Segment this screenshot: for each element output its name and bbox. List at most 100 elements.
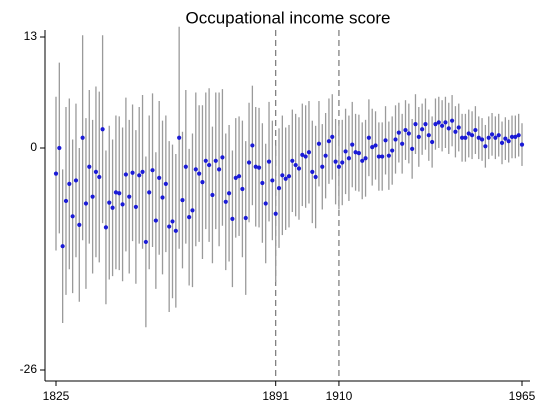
point (210, 192, 215, 198)
point (376, 154, 381, 159)
point (346, 156, 352, 161)
point (446, 126, 451, 131)
point (459, 135, 465, 140)
point (163, 181, 168, 186)
point (270, 178, 275, 183)
point (123, 172, 128, 177)
point (380, 154, 385, 159)
point (469, 133, 475, 138)
y-tick-label: 0 (30, 140, 37, 154)
point (479, 137, 485, 142)
point (293, 162, 298, 168)
point (290, 158, 295, 163)
point (256, 165, 262, 170)
point (440, 123, 445, 128)
point (127, 194, 132, 199)
point (266, 159, 272, 164)
point (496, 133, 501, 138)
point (426, 133, 431, 138)
point (343, 149, 348, 154)
x-tick-label: 1825 (43, 389, 70, 403)
point (296, 166, 302, 171)
point (303, 154, 308, 159)
point (117, 191, 122, 196)
point (260, 180, 265, 186)
point (443, 120, 448, 125)
point (276, 186, 282, 191)
point (493, 135, 498, 140)
point (370, 145, 375, 150)
point (410, 146, 415, 151)
point (283, 176, 288, 181)
point (70, 214, 75, 219)
point (326, 139, 332, 144)
point (83, 201, 89, 206)
point (476, 135, 481, 140)
point (137, 173, 142, 178)
point (330, 134, 335, 139)
point (453, 129, 458, 134)
point (403, 127, 408, 133)
point (466, 131, 471, 136)
point (400, 141, 405, 146)
point (226, 191, 232, 196)
point (63, 198, 69, 204)
point (200, 180, 205, 185)
point (160, 195, 165, 200)
point (243, 215, 248, 221)
point (157, 175, 162, 180)
point (170, 219, 175, 224)
point (366, 135, 371, 140)
point (300, 152, 305, 157)
point (336, 164, 342, 169)
point (420, 127, 425, 132)
point (80, 135, 85, 140)
point (153, 218, 158, 223)
point (396, 130, 401, 135)
point (203, 158, 208, 163)
point (230, 216, 235, 221)
point (313, 174, 318, 180)
point (350, 142, 355, 147)
point (140, 169, 145, 175)
point (100, 127, 105, 132)
point (213, 158, 218, 163)
point (250, 143, 255, 148)
point (280, 173, 285, 178)
point (190, 208, 195, 213)
point (97, 174, 102, 180)
point (60, 244, 65, 249)
point (373, 143, 378, 148)
point (333, 159, 338, 164)
point (450, 118, 455, 123)
point (236, 174, 242, 179)
x-tick-label: 1910 (326, 389, 353, 403)
point (240, 186, 245, 192)
point (320, 164, 325, 169)
point (107, 200, 112, 205)
point (187, 215, 192, 220)
point (73, 178, 79, 183)
point (310, 169, 315, 175)
point (217, 167, 222, 172)
point (167, 224, 172, 229)
x-tick-label: 1965 (509, 389, 536, 403)
point (67, 181, 72, 186)
point (406, 131, 411, 136)
chart-title: Occupational income score (185, 8, 390, 27)
y-tick-label: 13 (24, 29, 38, 43)
point (360, 158, 365, 163)
point (120, 202, 125, 207)
point (413, 121, 418, 127)
point (506, 139, 511, 144)
point (253, 164, 258, 169)
point (57, 145, 62, 151)
point (193, 167, 198, 172)
point (180, 197, 185, 203)
point (436, 120, 441, 125)
point (233, 175, 238, 180)
point (323, 153, 328, 158)
point (456, 125, 461, 130)
point (173, 228, 178, 233)
